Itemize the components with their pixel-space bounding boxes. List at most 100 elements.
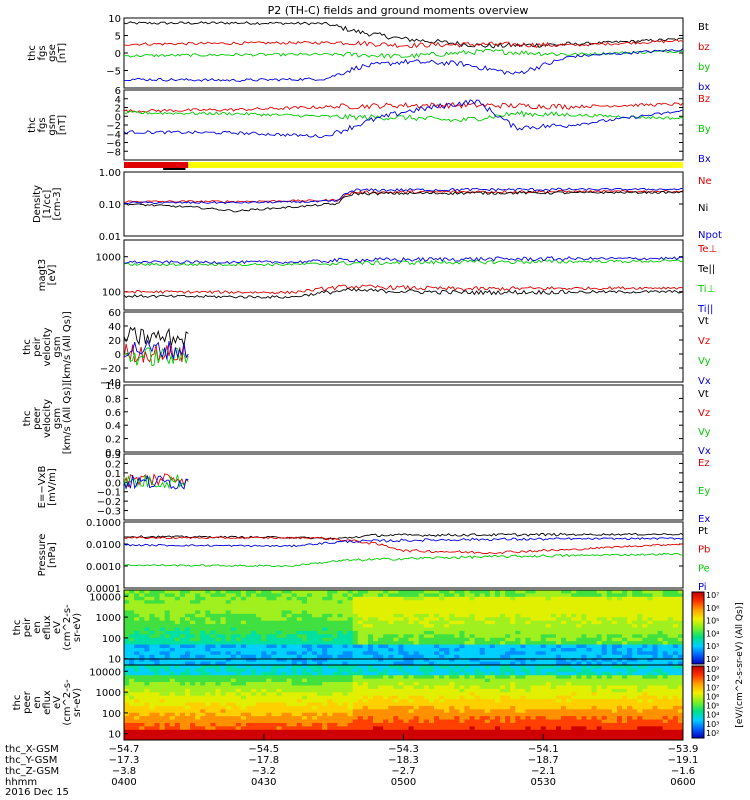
spectrogram-cell bbox=[561, 695, 567, 700]
spectrogram-cell bbox=[449, 603, 455, 608]
spectrogram-cell bbox=[352, 688, 359, 693]
spectrogram-cell bbox=[469, 641, 476, 645]
spectrogram-cell bbox=[515, 596, 521, 601]
spectrogram-cell bbox=[235, 682, 242, 686]
spectrogram-cell bbox=[159, 596, 166, 601]
spectrogram-cell bbox=[200, 671, 206, 676]
spectrogram-cell bbox=[596, 596, 603, 601]
spectrogram-cell bbox=[627, 668, 633, 673]
spectrogram-cell bbox=[124, 658, 130, 662]
spectrogram-cell bbox=[667, 658, 674, 662]
spectrogram-cell bbox=[611, 668, 618, 673]
spectrogram-cell bbox=[271, 719, 277, 724]
spectrogram-cell bbox=[286, 607, 293, 611]
spectrogram-cell bbox=[322, 733, 328, 737]
spectrogram-cell bbox=[464, 630, 470, 635]
spectrogram-cell bbox=[403, 627, 409, 632]
spectrogram-cell bbox=[129, 733, 135, 737]
spectrogram-cell bbox=[134, 600, 140, 605]
spectrogram-cell bbox=[601, 593, 608, 598]
spectrogram-cell bbox=[652, 699, 658, 703]
spectrogram-cell bbox=[362, 702, 369, 707]
spectrogram-cell bbox=[317, 607, 323, 611]
spectrogram-cell bbox=[144, 736, 150, 741]
spectrogram-cell bbox=[459, 733, 465, 737]
spectrogram-cell bbox=[154, 603, 160, 608]
spectrogram-cell bbox=[601, 692, 608, 697]
spectrogram-cell bbox=[271, 603, 277, 608]
series-line-density-0 bbox=[123, 189, 684, 203]
spectrogram-cell bbox=[159, 668, 166, 673]
spectrogram-cell bbox=[174, 637, 181, 642]
spectrogram-cell bbox=[449, 695, 455, 700]
spectrogram-cell bbox=[154, 692, 160, 697]
spectrogram-cell bbox=[184, 682, 191, 686]
spectrogram-cell bbox=[373, 682, 379, 686]
spectrogram-cell bbox=[164, 644, 171, 649]
spectrogram-cell bbox=[474, 651, 481, 656]
spectrogram-cell bbox=[571, 661, 577, 666]
spectrogram-cell bbox=[200, 641, 206, 645]
spectrogram-cell bbox=[444, 637, 450, 642]
spectrogram-cell bbox=[215, 688, 221, 693]
spectrogram-cell bbox=[616, 641, 623, 645]
spectrogram-cell bbox=[261, 699, 267, 703]
spectrogram-cell bbox=[566, 685, 572, 690]
spectrogram-cell bbox=[581, 675, 587, 680]
spectrogram-cell bbox=[520, 675, 526, 680]
spectrogram-cell bbox=[596, 603, 603, 608]
spectrogram-cell bbox=[383, 726, 389, 731]
spectrogram-cell bbox=[296, 590, 303, 594]
spectrogram-cell bbox=[337, 596, 343, 601]
spectrogram-cell bbox=[444, 705, 450, 710]
spectrogram-cell bbox=[647, 661, 653, 666]
spectrogram-cell bbox=[291, 709, 298, 714]
spectrogram-cell bbox=[164, 719, 171, 724]
spectrogram-cell bbox=[230, 722, 237, 727]
spectrogram-cell bbox=[398, 682, 404, 686]
spectrogram-cell bbox=[373, 627, 379, 632]
spectrogram-cell bbox=[535, 699, 542, 703]
spectrogram-cell bbox=[322, 678, 328, 683]
spectrogram-cell bbox=[174, 644, 181, 649]
spectrogram-cell bbox=[134, 685, 140, 690]
spectrogram-cell bbox=[154, 705, 160, 710]
spectrogram-cell bbox=[347, 729, 354, 734]
spectrogram-cell bbox=[464, 661, 470, 666]
legend-label: Npot bbox=[698, 230, 722, 241]
spectrogram-cell bbox=[124, 634, 130, 639]
spectrogram-cell bbox=[418, 716, 425, 720]
spectrogram-cell bbox=[276, 729, 282, 734]
spectrogram-cell bbox=[540, 695, 547, 700]
spectrogram-cell bbox=[510, 665, 516, 669]
spectrogram-cell bbox=[601, 647, 608, 652]
spectrogram-cell bbox=[428, 675, 435, 680]
spectrogram-cell bbox=[489, 658, 496, 662]
spectrogram-cell bbox=[184, 613, 191, 618]
spectrogram-cell bbox=[489, 668, 496, 673]
spectrogram-cell bbox=[489, 603, 496, 608]
spectrogram-cell bbox=[520, 624, 526, 628]
spectrogram-cell bbox=[555, 716, 562, 720]
spectrogram-cell bbox=[586, 630, 592, 635]
spectrogram-cell bbox=[418, 685, 425, 690]
spectrogram-cell bbox=[281, 658, 288, 662]
panel-efield: 0.30.20.10.0−0.1−0.2−0.3E=−VxB [mV/m]EzEy… bbox=[37, 450, 710, 525]
spectrogram-cell bbox=[601, 716, 608, 720]
spectrogram-cell bbox=[591, 668, 598, 673]
spectrogram-cell bbox=[271, 729, 277, 734]
spectrogram-cell bbox=[596, 692, 603, 697]
spectrogram-cell bbox=[606, 709, 613, 714]
spectrogram-cell bbox=[530, 593, 537, 598]
spectrogram-cell bbox=[555, 630, 562, 635]
spectrogram-cell bbox=[479, 627, 486, 632]
spectrogram-cell bbox=[190, 665, 196, 669]
spectrogram-cell bbox=[454, 610, 460, 615]
spectrogram-cell bbox=[474, 658, 481, 662]
spectrogram-cell bbox=[276, 712, 282, 717]
spectrogram-cell bbox=[195, 688, 201, 693]
spectrogram-cell bbox=[647, 590, 653, 594]
spectrogram-cell bbox=[550, 712, 557, 717]
spectrogram-cell bbox=[550, 593, 557, 598]
spectrogram-cell bbox=[494, 716, 501, 720]
